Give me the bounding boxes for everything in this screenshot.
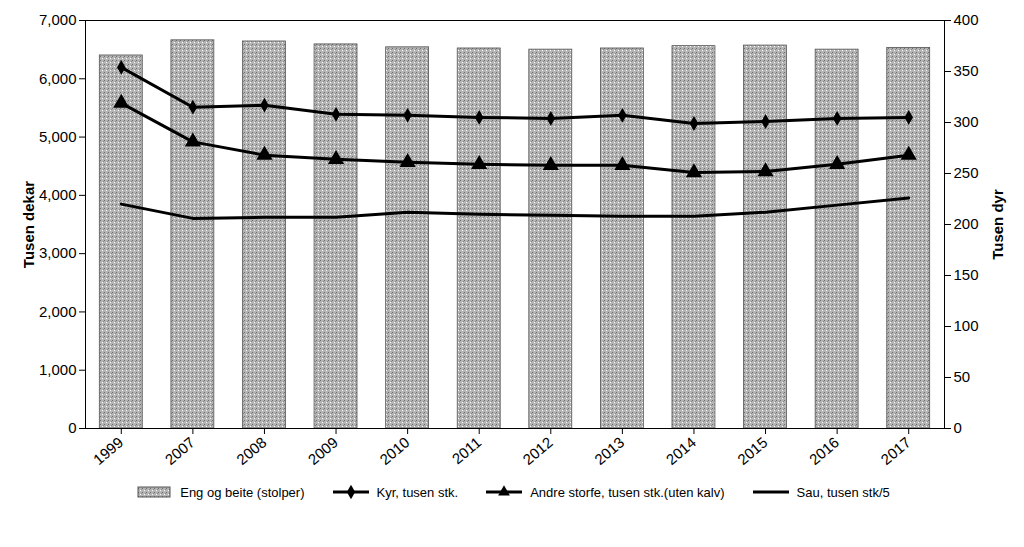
svg-text:2015: 2015 xyxy=(734,434,770,468)
svg-text:Tusen dekar: Tusen dekar xyxy=(20,181,37,268)
html-text:Kyr, tusen stk.: Kyr, tusen stk. xyxy=(376,484,459,500)
svg-text:4,000: 4,000 xyxy=(39,186,77,203)
svg-text:2017: 2017 xyxy=(877,434,913,468)
svg-text:1,000: 1,000 xyxy=(39,361,77,378)
html-text:Andre storfe, tusen stk.(uten: Andre storfe, tusen stk.(uten kalv) xyxy=(530,484,725,500)
svg-text:5,000: 5,000 xyxy=(39,128,77,145)
svg-text:0: 0 xyxy=(68,419,76,436)
svg-text:7,000: 7,000 xyxy=(39,11,77,28)
svg-text:2008: 2008 xyxy=(233,434,269,468)
svg-text:2016: 2016 xyxy=(806,434,842,468)
svg-text:2010: 2010 xyxy=(376,434,412,468)
svg-text:3,000: 3,000 xyxy=(39,244,77,261)
html-text:Sau, tusen stk/5: Sau, tusen stk/5 xyxy=(796,484,890,500)
svg-text:200: 200 xyxy=(954,215,979,232)
svg-text:2011: 2011 xyxy=(449,434,485,468)
svg-text:150: 150 xyxy=(954,266,979,283)
svg-text:2013: 2013 xyxy=(591,434,627,468)
svg-text:250: 250 xyxy=(954,164,979,181)
svg-text:100: 100 xyxy=(954,317,979,334)
svg-text:2,000: 2,000 xyxy=(39,303,77,320)
svg-text:2007: 2007 xyxy=(161,434,197,468)
svg-text:50: 50 xyxy=(954,368,971,385)
svg-text:0: 0 xyxy=(954,419,962,436)
svg-text:400: 400 xyxy=(954,11,979,28)
html-text:Eng og beite (stolper): Eng og beite (stolper) xyxy=(180,484,305,500)
svg-text:300: 300 xyxy=(954,113,979,130)
svg-text:2012: 2012 xyxy=(519,434,555,468)
svg-text:350: 350 xyxy=(954,62,979,79)
svg-text:Tusen dyr: Tusen dyr xyxy=(989,189,1006,260)
svg-text:2014: 2014 xyxy=(662,434,698,468)
svg-text:6,000: 6,000 xyxy=(39,70,77,87)
svg-text:2009: 2009 xyxy=(305,434,341,468)
svg-text:1999: 1999 xyxy=(90,434,126,468)
